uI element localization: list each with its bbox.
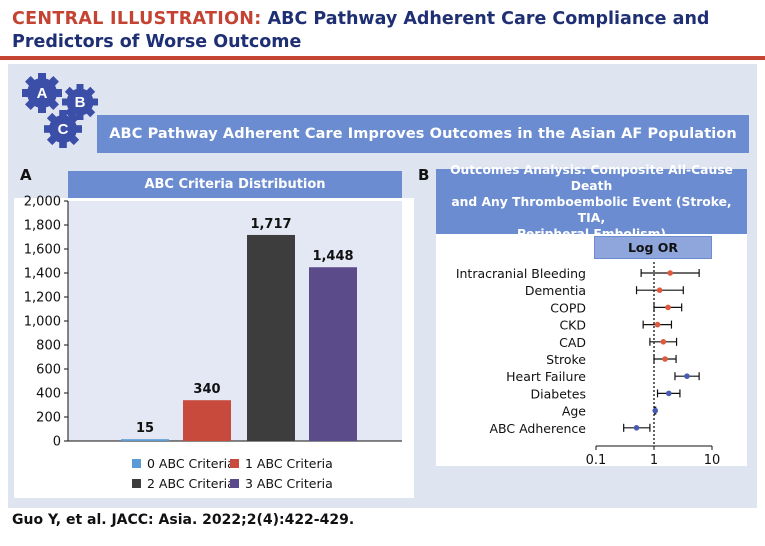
row-label: CAD xyxy=(559,335,586,350)
legend-label-0: 0 ABC Criteria xyxy=(147,456,235,471)
title-lead: CENTRAL ILLUSTRATION: xyxy=(12,9,262,29)
header-rule xyxy=(0,56,765,60)
or-point xyxy=(684,373,690,380)
legend-label-3: 3 ABC Criteria xyxy=(245,476,333,491)
y-tick-label: 1,000 xyxy=(24,315,61,330)
row-label: Heart Failure xyxy=(506,369,586,384)
gear-a-label: A xyxy=(36,84,48,102)
gear-b-shape xyxy=(62,84,98,120)
legend-label-2: 2 ABC Criteria xyxy=(147,476,235,491)
chart-b-title: Outcomes Analysis: Composite All-Cause D… xyxy=(436,163,747,241)
bar-value-label: 340 xyxy=(193,382,220,397)
row-label: ABC Adherence xyxy=(489,421,586,436)
row-label: Age xyxy=(562,404,586,419)
or-point xyxy=(665,304,671,311)
or-point xyxy=(652,407,659,414)
bar-value-label: 1,717 xyxy=(250,217,291,232)
panel-letter-b: B xyxy=(418,166,430,184)
legend-item-1: 1 ABC Criteria xyxy=(230,456,333,471)
or-point xyxy=(654,321,661,328)
bar xyxy=(183,400,231,441)
row-label: COPD xyxy=(550,300,586,315)
legend-item-0: 0 ABC Criteria xyxy=(132,456,235,471)
y-tick-label: 800 xyxy=(36,339,61,354)
chart-b-title-line-1: Outcomes Analysis: Composite All-Cause D… xyxy=(450,162,733,193)
page-title: CENTRAL ILLUSTRATION: ABC Pathway Adhere… xyxy=(12,8,757,54)
y-tick-label: 1,600 xyxy=(24,243,61,258)
legend-item-3: 3 ABC Criteria xyxy=(230,476,333,491)
chart-a-title: ABC Criteria Distribution xyxy=(68,171,402,198)
y-tick-label: 1,200 xyxy=(24,291,61,306)
bar xyxy=(121,439,169,441)
row-label: Intracranial Bleeding xyxy=(456,266,586,281)
legend-label-1: 1 ABC Criteria xyxy=(245,456,333,471)
or-point xyxy=(666,390,672,397)
y-tick-label: 1,400 xyxy=(24,267,61,282)
bar-value-label: 1,448 xyxy=(312,249,353,264)
gear-c-shape xyxy=(44,110,82,148)
citation: Guo Y, et al. JACC: Asia. 2022;2(4):422-… xyxy=(12,512,355,528)
x-tick-label: 10 xyxy=(704,453,721,468)
legend-item-2: 2 ABC Criteria xyxy=(132,476,235,491)
log-or-label: Log OR xyxy=(594,236,712,259)
bar xyxy=(247,234,295,441)
gear-c-label: C xyxy=(57,120,69,138)
y-tick-label: 200 xyxy=(36,411,61,426)
row-label: Diabetes xyxy=(531,386,587,401)
x-tick-label: 1 xyxy=(650,453,658,468)
gear-b-label: B xyxy=(74,93,86,111)
row-label: CKD xyxy=(559,318,586,333)
y-tick-label: 400 xyxy=(36,387,61,402)
gear-c-icon: C xyxy=(44,110,82,148)
chart-b-title-line-2: and Any Thromboembolic Event (Stroke, TI… xyxy=(451,194,732,225)
x-tick-label: 0.1 xyxy=(586,453,607,468)
panel-letter-a: A xyxy=(20,166,32,184)
y-tick-label: 2,000 xyxy=(24,195,61,210)
row-label: Dementia xyxy=(525,283,586,298)
or-point xyxy=(660,339,667,345)
y-tick-label: 1,800 xyxy=(24,219,61,234)
legend-swatch-0 xyxy=(132,459,141,468)
bar-value-label: 15 xyxy=(136,421,154,436)
gear-a-icon: A xyxy=(22,73,62,113)
gear-b-icon: B xyxy=(62,84,98,120)
or-point xyxy=(656,287,663,294)
or-point xyxy=(662,356,668,362)
y-tick-label: 0 xyxy=(53,435,61,450)
legend-swatch-1 xyxy=(230,459,239,468)
title-text: ABC Pathway Adherent Care Compliance and… xyxy=(12,9,710,52)
legend-swatch-3 xyxy=(230,479,239,488)
gear-a-shape xyxy=(22,73,62,113)
row-label: Stroke xyxy=(546,352,586,367)
bar xyxy=(309,267,357,441)
banner: ABC Pathway Adherent Care Improves Outco… xyxy=(97,115,749,153)
y-tick-label: 600 xyxy=(36,363,61,378)
legend-swatch-2 xyxy=(132,479,141,488)
or-point xyxy=(633,425,640,431)
or-point xyxy=(667,270,673,276)
